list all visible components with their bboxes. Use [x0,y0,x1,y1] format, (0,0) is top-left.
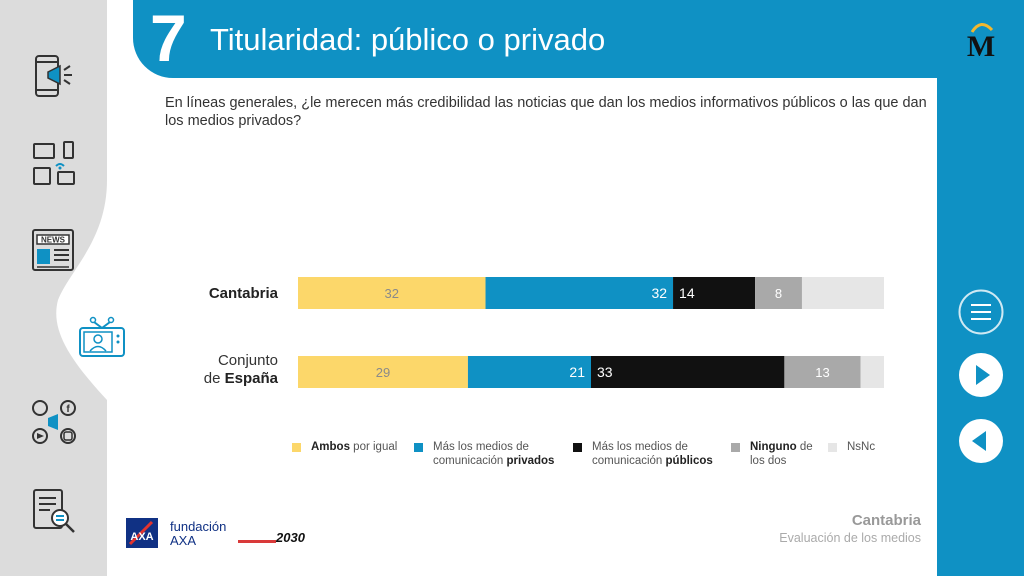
svg-text:f: f [66,404,70,415]
svg-text:M: M [967,30,995,60]
data-label: 13 [815,365,829,380]
data-label: 14 [679,285,695,301]
axa-logo-icon: AXA [126,518,158,548]
agenda-logo-bar [238,540,276,543]
sidebar-shape [56,0,107,576]
footer-region-name: Cantabria [851,512,921,529]
mobile-megaphone-icon[interactable] [30,52,78,100]
legend-label: Más los medios de [433,441,529,453]
document-search-icon[interactable] [30,486,78,534]
legend-label: Más los medios de [592,441,688,453]
svg-text:NEWS: NEWS [41,236,66,245]
footer-region: Cantabria Evaluación de los medios [779,512,921,546]
next-button[interactable] [958,352,1004,398]
bar-segment [467,356,591,388]
legend-swatch [414,443,423,452]
newspaper-icon[interactable]: NEWS [30,226,78,274]
previous-icon [972,431,986,451]
data-label: 32 [651,285,667,301]
data-label: 8 [775,286,782,301]
legend-swatch [292,443,301,452]
data-label: 29 [376,365,390,380]
legend-swatch [828,443,837,452]
category-label: Conjunto [218,352,278,369]
category-label: de España [204,370,279,387]
menu-button[interactable] [958,289,1004,335]
bar-segment [485,277,674,309]
data-label: 32 [385,286,399,301]
previous-button[interactable] [958,418,1004,464]
legend-swatch [731,443,740,452]
legend-label: de [796,441,813,453]
next-icon [976,365,990,385]
legend-label: por igual [349,441,398,453]
section-number: 7 [150,1,187,75]
footer-subtitle: Evaluación de los medios [779,531,921,545]
chart-legend: Ambos por igual Más los medios de comunic… [292,440,912,480]
legend-swatch [573,443,582,452]
social-media-icon[interactable]: f [30,398,78,446]
bar-segment [801,277,884,309]
legend-label: NsNc [847,441,876,453]
legend-label-bold: Ambos [311,441,350,453]
bar-segment [860,356,884,388]
tv-presenter-icon[interactable] [78,312,126,360]
agenda-2030-logo: 2030 [276,530,305,545]
legend-label: comunicación [592,455,666,467]
bar-segment [298,277,486,309]
legend-label: comunicación [433,455,507,467]
data-label: 21 [569,364,585,380]
legend-label-bold: públicos [665,455,713,467]
bar-segment [591,356,785,388]
brand-logo-icon: M [967,23,995,60]
category-label: Cantabria [209,285,279,302]
title-bar [133,0,1024,78]
devices-icon[interactable] [30,140,78,188]
bar-segment [298,356,468,388]
data-label: 33 [597,364,613,380]
page-title: Titularidad: público o privado [210,22,606,57]
svg-text:AXA: AXA [130,531,153,543]
survey-question: En líneas generales, ¿le merecen más cre… [165,95,927,129]
menu-icon [971,304,991,320]
legend-label: los dos [750,455,787,467]
legend-label-bold: privados [506,455,555,467]
sidebar: NEWS f [0,0,125,576]
bar-segment [784,356,861,388]
bar-segment [755,277,802,309]
bar-segment [673,277,756,309]
right-navigation-bar [937,0,1024,576]
legend-label-bold: Ninguno [750,441,797,453]
sponsor-name: fundación AXA [170,519,227,548]
